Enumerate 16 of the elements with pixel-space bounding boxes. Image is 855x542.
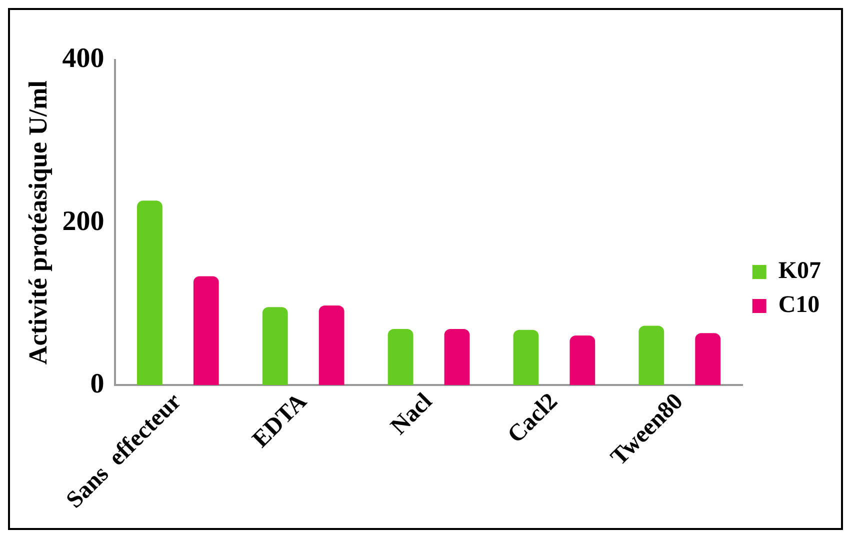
- y-tick-label: 200: [62, 206, 104, 237]
- legend-label: C10: [778, 292, 820, 318]
- bar: [388, 329, 414, 386]
- bar: [570, 336, 596, 386]
- y-axis-title: Activité protéasique U/ml: [23, 80, 52, 365]
- bar: [444, 329, 470, 386]
- y-tick-label: 400: [62, 43, 104, 74]
- bar: [638, 326, 664, 386]
- y-tick-label: 0: [90, 368, 104, 400]
- bar: [513, 330, 539, 386]
- bar: [136, 200, 162, 386]
- bar: [262, 307, 288, 386]
- legend-label: K07: [778, 258, 822, 284]
- bar: [318, 305, 344, 386]
- bar: [695, 333, 721, 386]
- bar: [193, 276, 219, 386]
